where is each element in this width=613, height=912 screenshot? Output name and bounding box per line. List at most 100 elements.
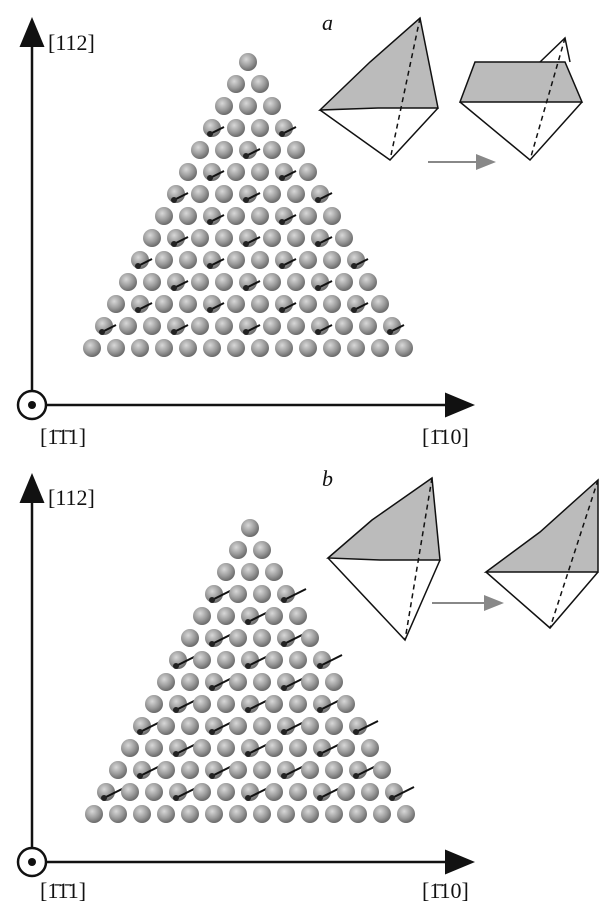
atom bbox=[181, 761, 199, 779]
atom bbox=[227, 295, 245, 313]
atom bbox=[349, 805, 367, 823]
atom bbox=[289, 695, 307, 713]
atom bbox=[277, 805, 295, 823]
displaced-atom bbox=[243, 153, 249, 159]
atom bbox=[325, 717, 343, 735]
atom bbox=[191, 229, 209, 247]
y-axis-label: [112] bbox=[48, 30, 95, 55]
displaced-atom bbox=[209, 641, 215, 647]
atom bbox=[155, 295, 173, 313]
displaced-atom bbox=[317, 795, 323, 801]
atom bbox=[203, 339, 221, 357]
atom bbox=[361, 783, 379, 801]
atom bbox=[155, 251, 173, 269]
x-axis-left-label: [1̄1̄1] bbox=[40, 424, 86, 449]
atom bbox=[157, 673, 175, 691]
atom bbox=[215, 317, 233, 335]
atom bbox=[325, 673, 343, 691]
displaced-atom bbox=[281, 773, 287, 779]
displaced-atom bbox=[315, 285, 321, 291]
displaced-atom bbox=[209, 773, 215, 779]
panel-b: [112] b [1̄1̄1] [1̄10] bbox=[18, 466, 598, 903]
figure: [112] a [1̄1̄1] [1̄10] [112] b [1̄1̄1] [… bbox=[0, 0, 613, 907]
atom bbox=[265, 739, 283, 757]
atom bbox=[227, 163, 245, 181]
displaced-atom bbox=[243, 241, 249, 247]
atom bbox=[131, 339, 149, 357]
displaced-atom bbox=[317, 663, 323, 669]
atom bbox=[157, 717, 175, 735]
displaced-atom bbox=[279, 263, 285, 269]
displaced-atom bbox=[207, 131, 213, 137]
x-axis-right-label: [1̄10] bbox=[422, 424, 469, 449]
atom bbox=[287, 229, 305, 247]
displaced-atom bbox=[137, 729, 143, 735]
atom bbox=[263, 97, 281, 115]
atom bbox=[373, 761, 391, 779]
displaced-atom bbox=[317, 707, 323, 713]
displaced-atom bbox=[171, 329, 177, 335]
atom bbox=[181, 717, 199, 735]
atom bbox=[299, 207, 317, 225]
atom bbox=[251, 295, 269, 313]
panel-label: b bbox=[322, 466, 333, 491]
atom bbox=[145, 695, 163, 713]
displaced-atom bbox=[171, 285, 177, 291]
displaced-atom bbox=[389, 795, 395, 801]
atom bbox=[263, 317, 281, 335]
atom bbox=[253, 805, 271, 823]
atom bbox=[229, 629, 247, 647]
displaced-atom bbox=[243, 285, 249, 291]
displaced-atom bbox=[173, 707, 179, 713]
atom bbox=[395, 339, 413, 357]
displaced-atom bbox=[243, 197, 249, 203]
atom bbox=[347, 339, 365, 357]
atom bbox=[265, 651, 283, 669]
atom bbox=[229, 673, 247, 691]
atom bbox=[265, 563, 283, 581]
y-axis-label: [112] bbox=[48, 485, 95, 510]
displaced-atom bbox=[281, 641, 287, 647]
atom bbox=[119, 317, 137, 335]
atom bbox=[275, 339, 293, 357]
atom bbox=[109, 805, 127, 823]
atom bbox=[287, 273, 305, 291]
displaced-atom bbox=[173, 795, 179, 801]
atom bbox=[191, 141, 209, 159]
displaced-atom bbox=[281, 729, 287, 735]
atom bbox=[191, 185, 209, 203]
atom bbox=[253, 585, 271, 603]
atom bbox=[121, 739, 139, 757]
atom bbox=[181, 805, 199, 823]
out-of-plane-dot bbox=[28, 401, 36, 409]
atom bbox=[263, 229, 281, 247]
atom bbox=[299, 163, 317, 181]
atom bbox=[301, 761, 319, 779]
atom bbox=[239, 97, 257, 115]
displaced-atom bbox=[245, 795, 251, 801]
atom bbox=[179, 207, 197, 225]
atom bbox=[335, 317, 353, 335]
atom bbox=[361, 739, 379, 757]
atom bbox=[227, 339, 245, 357]
atom bbox=[253, 761, 271, 779]
atom bbox=[145, 783, 163, 801]
displaced-atom bbox=[207, 175, 213, 181]
atom bbox=[229, 541, 247, 559]
displaced-atom bbox=[209, 729, 215, 735]
atom bbox=[227, 207, 245, 225]
atom bbox=[241, 519, 259, 537]
displaced-atom bbox=[171, 197, 177, 203]
atom bbox=[265, 607, 283, 625]
atom bbox=[215, 273, 233, 291]
displaced-atom bbox=[281, 597, 287, 603]
atom bbox=[265, 783, 283, 801]
atom bbox=[193, 651, 211, 669]
atom bbox=[299, 339, 317, 357]
displaced-atom bbox=[243, 329, 249, 335]
atom bbox=[181, 629, 199, 647]
atom bbox=[217, 607, 235, 625]
atom bbox=[215, 97, 233, 115]
displaced-atom bbox=[101, 795, 107, 801]
displaced-atom bbox=[137, 773, 143, 779]
